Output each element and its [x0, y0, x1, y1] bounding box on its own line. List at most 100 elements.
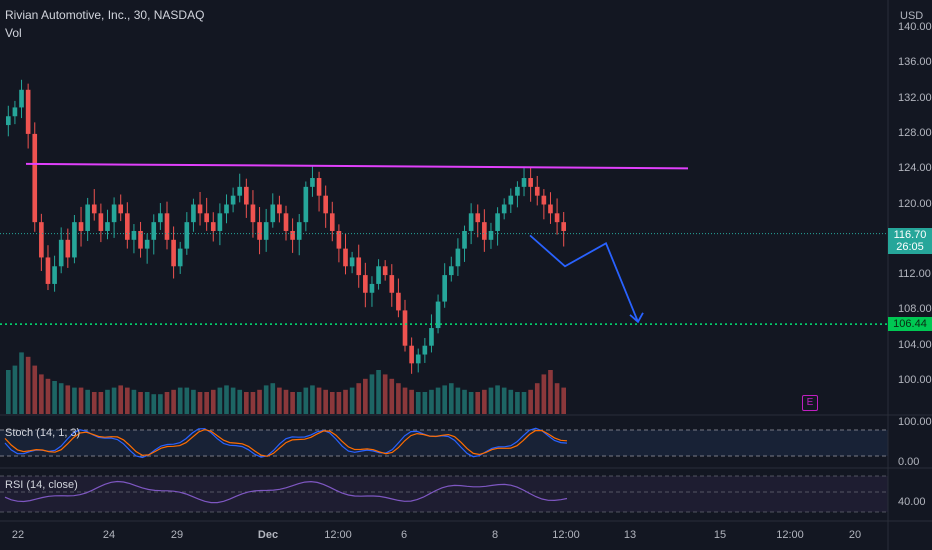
volume-bar [382, 374, 388, 414]
time-axis-label: 6 [400, 529, 408, 541]
time-axis-label: 12:00 [776, 529, 804, 541]
chart-title: Rivian Automotive, Inc., 30, NASDAQ [5, 8, 205, 22]
candle-body [396, 292, 401, 311]
earnings-badge[interactable]: E [802, 395, 818, 411]
volume-bar [323, 389, 328, 414]
time-axis-label: 15 [713, 529, 727, 541]
candle-body [105, 222, 110, 231]
candle-body [475, 213, 481, 223]
volume-bar [329, 392, 335, 414]
volume-bar [263, 385, 269, 414]
candle-body [429, 328, 434, 346]
volume-bar [508, 389, 514, 414]
candle-body [508, 195, 514, 205]
volume-bar [415, 392, 421, 414]
candle-body [482, 222, 487, 240]
candle-body [528, 178, 533, 187]
candle-body [45, 257, 51, 284]
volume-bar [442, 385, 447, 414]
bar-countdown: 26:05 [896, 241, 924, 253]
candle-body [177, 248, 183, 267]
candle-body [534, 186, 540, 196]
candle-body [237, 186, 243, 196]
last-price-tag: 116.70 26:05 [888, 228, 932, 254]
volume-bar [224, 385, 229, 414]
volume-bar [118, 385, 124, 414]
volume-bar [356, 383, 362, 414]
candle-body [151, 222, 157, 240]
candle-body [144, 239, 150, 249]
volume-bar [488, 387, 494, 414]
volume-bar [58, 383, 64, 414]
candle-body [19, 89, 24, 108]
price-axis-label: 136.00 [898, 56, 932, 69]
volume-bar [217, 387, 223, 414]
time-axis-label: 20 [848, 529, 862, 541]
candle-body [356, 257, 362, 276]
volume-bar [554, 383, 560, 414]
volume-bar [177, 387, 183, 414]
candle-body [409, 345, 414, 364]
candle-body [72, 222, 77, 258]
volume-bar [144, 392, 150, 414]
candle-body [548, 204, 553, 214]
volume-bar [462, 389, 467, 414]
candle-body [52, 266, 57, 284]
candle-body [435, 301, 441, 329]
volume-bar [396, 383, 401, 414]
stoch-axis-top: 100.00 [898, 416, 932, 428]
stoch-axis-bottom: 0.00 [898, 456, 920, 468]
volume-bar [91, 392, 97, 414]
candle-body [98, 213, 104, 231]
volume-bar [78, 387, 84, 414]
stoch-label[interactable]: Stoch (14, 1, 3) [5, 427, 81, 439]
volume-bar [369, 374, 375, 414]
rsi-label[interactable]: RSI (14, close) [5, 479, 78, 491]
volume-bar [475, 392, 481, 414]
candle-body [415, 354, 421, 364]
volume-bar [409, 389, 414, 414]
candle-body [270, 204, 276, 223]
candle-body [204, 213, 209, 223]
candle-body [468, 213, 474, 231]
candle-body [277, 204, 282, 214]
candle-body [217, 213, 223, 231]
candle-body [349, 257, 355, 267]
time-axis-label: 13 [623, 529, 637, 541]
volume-bar [257, 389, 262, 414]
projection-arrowhead [629, 312, 644, 324]
candle-body [561, 222, 567, 231]
volume-bar [521, 392, 527, 414]
candle-body [91, 204, 97, 214]
volume-bar [402, 387, 408, 414]
candle-body [554, 213, 560, 223]
volume-bar [429, 389, 434, 414]
candle-body [32, 133, 38, 223]
price-axis-label: 108.00 [898, 303, 932, 316]
candle-body [78, 222, 84, 231]
volume-bar [534, 383, 540, 414]
volume-bar [52, 381, 57, 414]
support-price-tag: 106.44 [888, 317, 932, 331]
volume-bar [138, 392, 143, 414]
candle-body [290, 230, 295, 240]
volume-bar [131, 389, 137, 414]
volume-bar [270, 383, 276, 414]
volume-bar [468, 392, 474, 414]
stoch-k-line [4, 427, 568, 459]
currency-label[interactable]: USD [900, 10, 924, 22]
candle-body [5, 116, 11, 126]
candle-body [316, 178, 322, 196]
stoch-band [0, 430, 888, 456]
volume-bar [336, 392, 342, 414]
volume-bar [561, 387, 567, 414]
volume-bar [111, 387, 117, 414]
volume-bar [171, 389, 176, 414]
candle-body [65, 239, 71, 258]
volume-bar [316, 387, 322, 414]
projection-path [529, 234, 639, 323]
volume-bar [501, 387, 507, 414]
price-axis-label: 100.00 [898, 374, 932, 386]
volume-bar [125, 387, 130, 414]
